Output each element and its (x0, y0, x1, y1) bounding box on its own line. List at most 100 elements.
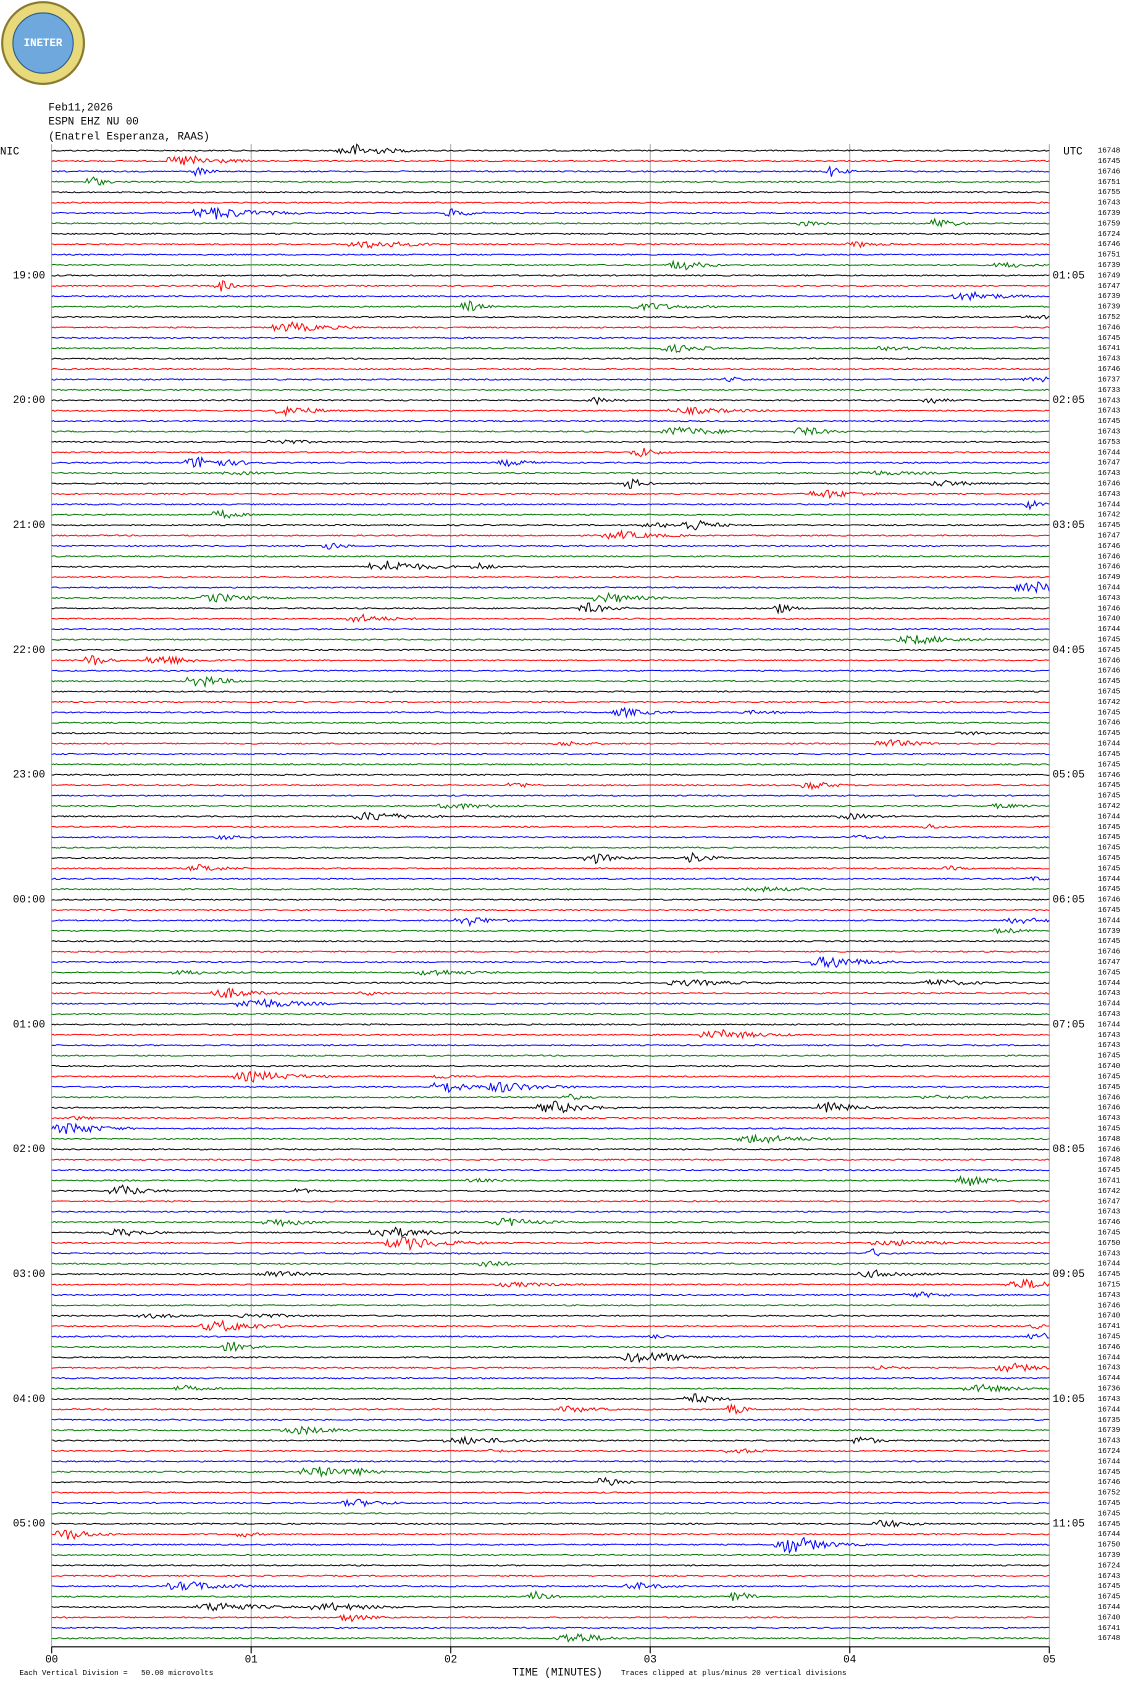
trace (51, 739, 1050, 747)
row-count: 16746 (1098, 1219, 1121, 1227)
trace (51, 1304, 1050, 1307)
trace (51, 165, 1050, 178)
left-hour-label: 02:00 (13, 1144, 45, 1156)
left-hour-label: 05:00 (13, 1519, 45, 1531)
trace (51, 1332, 1050, 1340)
trace (51, 969, 1050, 977)
right-hour-label: 01:05 (1053, 270, 1085, 282)
trace (51, 240, 1050, 249)
trace (51, 811, 1050, 821)
labels: 00 01 02 03 04 05 16748 16745 16746 16751 16755 167… (13, 148, 1121, 1667)
trace (51, 1122, 1050, 1135)
row-count: 16746 (1098, 1105, 1121, 1113)
row-count: 16744 (1098, 1458, 1121, 1466)
trace (51, 654, 1050, 666)
row-count: 16747 (1098, 959, 1121, 967)
row-count: 16745 (1098, 855, 1121, 863)
trace (51, 1383, 1050, 1393)
trace (51, 794, 1050, 797)
trace (51, 706, 1050, 719)
row-count: 16746 (1098, 1146, 1121, 1154)
logo: INETER (1, 1, 86, 85)
trace (51, 253, 1050, 256)
row-count: 16745 (1098, 1469, 1121, 1477)
row-count: 16745 (1098, 938, 1121, 946)
row-count: 16743 (1098, 491, 1121, 499)
row-count: 16741 (1098, 1177, 1121, 1185)
trace (51, 1393, 1050, 1403)
row-count: 16745 (1098, 886, 1121, 894)
row-count: 16743 (1098, 397, 1121, 405)
row-count: 16743 (1098, 1011, 1121, 1019)
row-count: 16740 (1098, 616, 1121, 624)
trace (51, 731, 1050, 736)
trace (51, 1574, 1050, 1578)
trace (51, 396, 1050, 406)
row-count: 16751 (1098, 179, 1121, 187)
x-tick-label: 04 (843, 1655, 856, 1667)
trace (51, 426, 1050, 437)
trace (51, 405, 1050, 418)
row-count: 16739 (1098, 293, 1121, 301)
trace (51, 978, 1050, 987)
row-count: 16744 (1098, 501, 1121, 509)
station: ESPN EHZ NU 00 (48, 116, 138, 128)
left-hour-label: 23:00 (13, 770, 45, 782)
row-count: 16744 (1098, 876, 1121, 884)
row-count: 16745 (1098, 1500, 1121, 1508)
row-count: 16745 (1098, 751, 1121, 759)
trace (51, 1512, 1050, 1515)
trace (51, 956, 1050, 969)
trace (51, 1553, 1050, 1557)
trace (51, 1536, 1050, 1555)
row-count: 16735 (1098, 1417, 1121, 1425)
row-count: 16739 (1098, 1427, 1121, 1435)
row-count: 16743 (1098, 1032, 1121, 1040)
row-count: 16751 (1098, 252, 1121, 260)
trace (51, 1226, 1050, 1238)
trace (51, 1460, 1050, 1463)
trace (51, 1174, 1050, 1186)
row-count: 16745 (1098, 761, 1121, 769)
trace (51, 908, 1050, 912)
trace (51, 542, 1050, 550)
trace (51, 1115, 1050, 1121)
trace (51, 917, 1050, 927)
trace (51, 1425, 1050, 1436)
trace (51, 1044, 1050, 1047)
trace (51, 1581, 1050, 1592)
row-count: 16752 (1098, 1490, 1121, 1498)
row-count: 16746 (1098, 543, 1121, 551)
trace (51, 367, 1050, 371)
row-count: 16746 (1098, 668, 1121, 676)
row-count: 16753 (1098, 439, 1121, 447)
trace (51, 1100, 1050, 1114)
row-count: 16745 (1098, 1230, 1121, 1238)
row-count: 16746 (1098, 241, 1121, 249)
row-count: 16747 (1098, 1198, 1121, 1206)
row-count: 16745 (1098, 418, 1121, 426)
trace (51, 1529, 1050, 1541)
right-axis-title: UTC (1063, 147, 1082, 159)
row-count: 16748 (1098, 1136, 1121, 1144)
row-count: 16744 (1098, 1354, 1121, 1362)
trace (51, 1564, 1050, 1567)
row-count: 16743 (1098, 428, 1121, 436)
row-count: 16746 (1098, 1479, 1121, 1487)
row-count: 16747 (1098, 283, 1121, 291)
row-count: 16745 (1098, 1521, 1121, 1529)
trace (51, 763, 1050, 766)
trace (51, 648, 1050, 652)
trace (51, 1626, 1050, 1630)
row-count: 16743 (1098, 990, 1121, 998)
logo-text: INETER (24, 38, 63, 50)
trace (51, 206, 1050, 220)
trace (51, 834, 1050, 841)
right-hour-label: 03:05 (1053, 520, 1085, 532)
row-count: 16746 (1098, 480, 1121, 488)
row-count: 16743 (1098, 1292, 1121, 1300)
trace (51, 1200, 1050, 1203)
row-count: 16759 (1098, 220, 1121, 228)
row-count: 16740 (1098, 1614, 1121, 1622)
trace (51, 885, 1050, 893)
